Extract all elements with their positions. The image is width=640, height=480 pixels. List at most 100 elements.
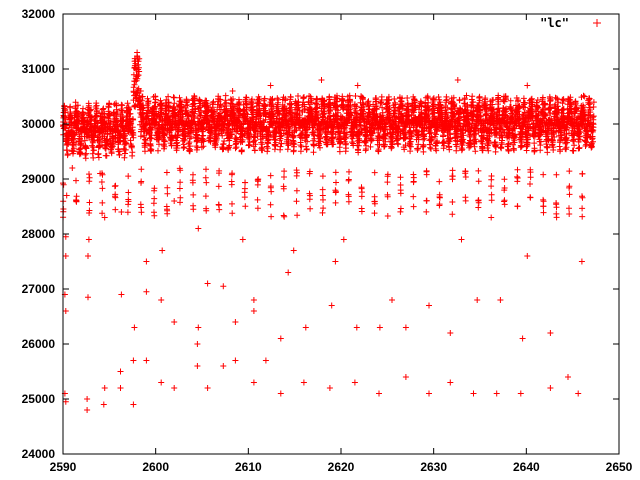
eclipse-point — [579, 170, 586, 177]
eclipse-point — [579, 205, 586, 212]
data-point — [391, 96, 398, 102]
data-point — [339, 93, 346, 100]
eclipse-point — [190, 191, 197, 198]
data-point — [290, 138, 297, 145]
data-point — [363, 142, 370, 149]
data-point — [62, 125, 69, 132]
data-point — [259, 135, 266, 142]
data-point — [563, 124, 570, 131]
eclipse-point — [98, 179, 105, 185]
data-point — [547, 96, 554, 103]
data-point — [127, 110, 134, 117]
data-point — [287, 101, 294, 108]
data-point — [544, 143, 551, 150]
data-point — [93, 102, 100, 109]
eclipse-point — [475, 199, 482, 206]
data-point — [321, 103, 328, 110]
eclipse-point — [242, 203, 249, 210]
data-point — [435, 94, 442, 100]
data-point — [386, 105, 393, 111]
eclipse-point — [423, 171, 430, 178]
data-point — [299, 135, 305, 142]
data-point — [222, 92, 229, 99]
eclipse-point — [488, 173, 495, 179]
eclipse-point — [177, 167, 184, 174]
data-point — [317, 138, 324, 145]
data-point — [479, 140, 486, 147]
eclipse-point — [462, 168, 469, 175]
eclipse-point — [125, 198, 132, 205]
eclipse-point — [164, 190, 171, 197]
eclipse-point — [423, 197, 430, 204]
eclipse-point — [60, 181, 67, 188]
data-point — [181, 144, 188, 150]
data-point — [107, 119, 114, 126]
eclipse-point — [319, 173, 326, 180]
data-point — [418, 109, 424, 116]
data-point — [444, 104, 451, 111]
data-point — [184, 101, 191, 108]
data-point — [106, 100, 113, 107]
data-point — [420, 148, 427, 155]
eclipse-point — [332, 169, 339, 176]
data-point — [171, 94, 178, 101]
data-point — [285, 139, 292, 145]
eclipse-point — [332, 199, 339, 206]
data-point — [373, 103, 380, 110]
data-point — [407, 138, 414, 145]
eclipse-point — [86, 199, 93, 206]
eclipse-point — [294, 169, 300, 176]
data-point — [408, 130, 415, 137]
eclipse-point — [514, 175, 521, 181]
data-point — [508, 107, 515, 114]
eclipse-point — [293, 198, 300, 205]
data-point — [119, 102, 126, 109]
data-point — [415, 131, 422, 137]
eclipse-point — [99, 210, 106, 217]
eclipse-point — [345, 198, 352, 205]
data-point — [136, 92, 143, 99]
eclipse-point — [384, 213, 391, 219]
data-point — [134, 86, 141, 93]
data-point — [537, 142, 544, 149]
data-point — [205, 105, 212, 112]
data-point — [495, 98, 502, 105]
eclipse-point — [293, 187, 300, 194]
eclipse-point — [177, 194, 184, 201]
data-point — [492, 124, 499, 131]
data-point — [392, 107, 399, 114]
data-point — [243, 94, 250, 101]
eclipse-point — [202, 193, 209, 200]
data-point — [217, 96, 224, 103]
data-point — [303, 146, 310, 152]
eclipse-point — [281, 213, 288, 220]
eclipse-point — [475, 167, 482, 174]
data-point — [567, 94, 574, 101]
data-point — [246, 132, 253, 139]
eclipse-point — [566, 211, 573, 217]
data-point — [131, 81, 138, 88]
data-point — [278, 140, 285, 147]
data-point — [571, 113, 578, 120]
data-point — [139, 118, 146, 124]
eclipse-point — [475, 178, 482, 185]
data-point — [555, 99, 562, 106]
eclipse-point — [268, 213, 275, 220]
data-point — [317, 144, 323, 151]
eclipse-point — [333, 179, 339, 186]
data-point — [443, 109, 450, 116]
eclipse-point — [267, 201, 274, 208]
eclipse-point — [319, 209, 326, 216]
data-point — [453, 143, 460, 150]
eclipse-point — [228, 181, 235, 188]
data-point — [470, 108, 477, 114]
data-point — [296, 107, 303, 114]
eclipse-point — [410, 174, 417, 181]
eclipse-point — [164, 210, 171, 217]
eclipse-point — [436, 178, 443, 185]
eclipse-point — [436, 194, 443, 201]
data-point — [412, 102, 419, 109]
data-point — [257, 112, 264, 119]
data-point — [433, 147, 440, 154]
data-point — [116, 148, 123, 155]
